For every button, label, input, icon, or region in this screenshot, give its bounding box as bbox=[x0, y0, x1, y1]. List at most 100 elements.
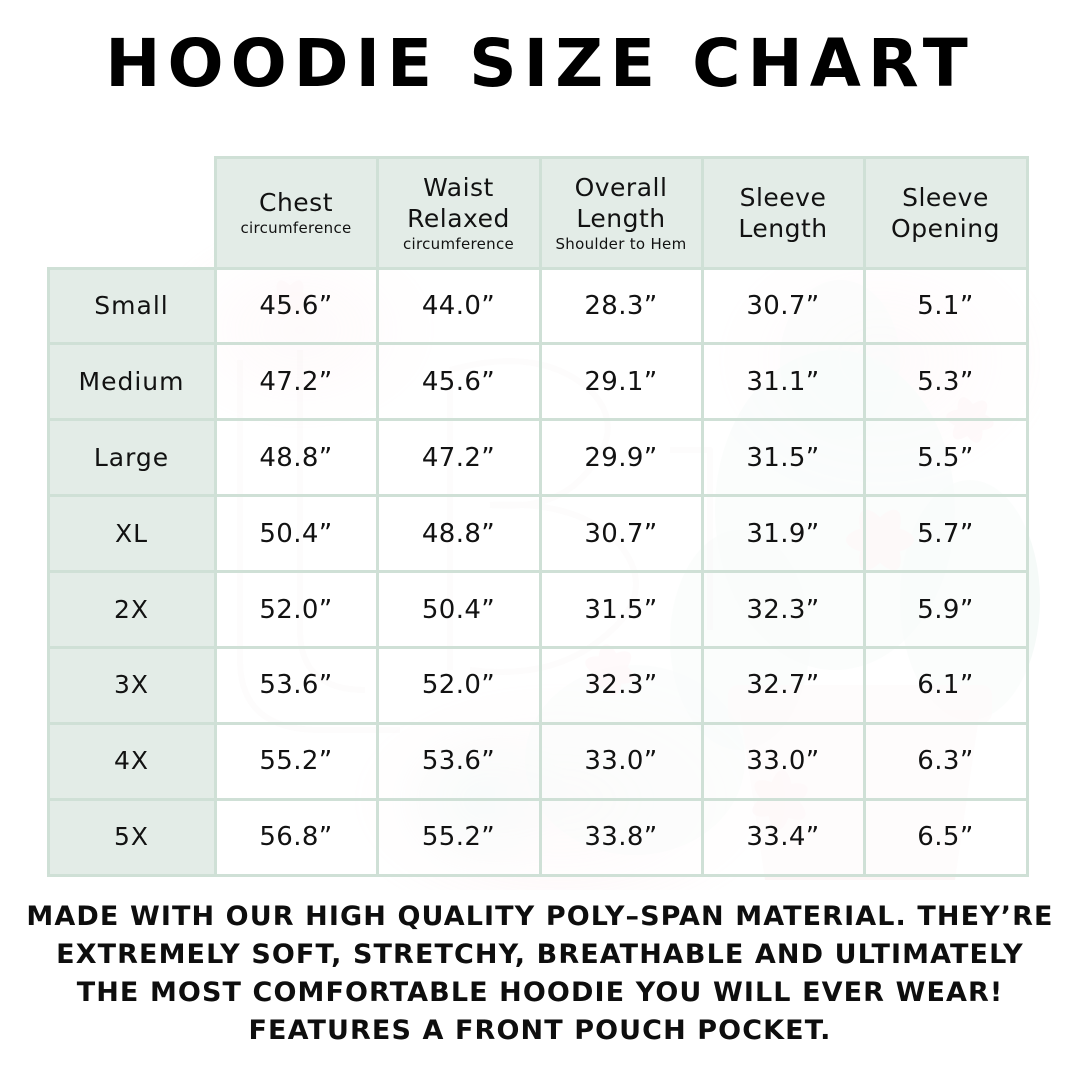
measurement-value: 6.5” bbox=[917, 822, 974, 853]
size-label: 3X bbox=[113, 670, 150, 700]
measurement-value: 47.2” bbox=[421, 442, 496, 473]
size-label: Large bbox=[93, 442, 170, 472]
table-cell: 6.3” bbox=[862, 721, 1029, 801]
table-cell: 29.9” bbox=[538, 418, 704, 498]
description-line: MADE WITH OUR HIGH QUALITY POLY–SPAN MAT… bbox=[26, 901, 1054, 932]
measurement-value: 50.4” bbox=[259, 518, 333, 549]
measurement-value: 44.0” bbox=[421, 290, 496, 321]
table-cell: 55.2” bbox=[213, 721, 379, 801]
row-header-size: 4X bbox=[46, 721, 217, 801]
table-cell: 6.1” bbox=[862, 645, 1029, 725]
row-header-size: Small bbox=[46, 266, 217, 346]
measurement-value: 28.3” bbox=[584, 290, 658, 321]
table-cell: 33.4” bbox=[700, 797, 866, 877]
column-header-main: Chest bbox=[258, 188, 333, 217]
table-cell: 31.1” bbox=[700, 342, 866, 422]
measurement-value: 33.4” bbox=[746, 822, 820, 853]
measurement-value: 55.2” bbox=[421, 822, 496, 853]
description-line: EXTREMELY SOFT, STRETCHY, BREATHABLE AND… bbox=[56, 939, 1024, 970]
table-cell: 47.2” bbox=[375, 418, 542, 498]
table-cell: 33.8” bbox=[538, 797, 704, 877]
column-header-main: Length bbox=[738, 213, 828, 243]
size-label: 4X bbox=[113, 746, 150, 776]
table-cell: 31.5” bbox=[538, 570, 704, 649]
table-cell: 52.0” bbox=[213, 570, 379, 649]
column-header-main: Length bbox=[576, 203, 666, 233]
measurement-value: 5.3” bbox=[917, 366, 974, 397]
size-label: Small bbox=[94, 290, 169, 320]
measurement-value: 31.1” bbox=[746, 366, 820, 397]
column-header-1: Chest circumference bbox=[213, 155, 379, 270]
description-line: FEATURES A FRONT POUCH POCKET. bbox=[248, 1015, 832, 1046]
measurement-value: 6.3” bbox=[917, 746, 974, 777]
table-cell: 53.6” bbox=[375, 721, 542, 801]
table-cell: 5.5” bbox=[862, 418, 1029, 498]
table-cell: 48.8” bbox=[213, 418, 379, 498]
table-cell: 44.0” bbox=[375, 266, 542, 346]
size-label: Medium bbox=[78, 366, 185, 396]
measurement-value: 31.5” bbox=[584, 594, 658, 625]
column-header-sub: circumference bbox=[240, 219, 352, 237]
table-cell: 50.4” bbox=[375, 570, 542, 649]
row-header-size: 5X bbox=[46, 797, 217, 877]
table-cell: 5.3” bbox=[862, 342, 1029, 422]
table-cell: 30.7” bbox=[700, 266, 866, 346]
table-cell: 45.6” bbox=[375, 342, 542, 422]
measurement-value: 33.0” bbox=[746, 746, 820, 777]
table-cell: 29.1” bbox=[538, 342, 704, 422]
measurement-value: 52.0” bbox=[421, 670, 496, 701]
table-cell: 32.7” bbox=[700, 645, 866, 725]
size-chart-table: Chest circumference Waist Relaxed circumfere… bbox=[46, 155, 1029, 877]
table-cell: 28.3” bbox=[538, 266, 704, 346]
description-line: THE MOST COMFORTABLE HOODIE YOU WILL EVE… bbox=[76, 977, 1004, 1008]
measurement-value: 45.6” bbox=[259, 290, 333, 321]
measurement-value: 53.6” bbox=[259, 670, 333, 701]
size-label: 5X bbox=[113, 822, 150, 852]
column-header-sub: Shoulder to Hem bbox=[555, 234, 687, 253]
measurement-value: 47.2” bbox=[259, 366, 333, 397]
page-title: HOODIE SIZE CHART bbox=[105, 25, 975, 102]
measurement-value: 45.6” bbox=[421, 366, 496, 397]
measurement-value: 52.0” bbox=[259, 594, 333, 625]
column-header-main: Opening bbox=[891, 213, 1000, 243]
table-cell: 33.0” bbox=[538, 721, 704, 801]
table-cell: 6.5” bbox=[862, 797, 1029, 877]
table-corner-blank bbox=[47, 156, 217, 270]
column-header-sub: circumference bbox=[402, 234, 515, 253]
measurement-value: 5.7” bbox=[917, 518, 974, 549]
table-cell: 50.4” bbox=[213, 494, 379, 574]
column-header-2: Waist Relaxed circumference bbox=[375, 155, 542, 270]
measurement-value: 56.8” bbox=[259, 822, 333, 853]
column-header-main: Waist bbox=[423, 172, 494, 202]
measurement-value: 31.9” bbox=[746, 518, 820, 549]
row-header-size: 3X bbox=[46, 645, 217, 725]
measurement-value: 53.6” bbox=[421, 746, 496, 777]
measurement-value: 5.5” bbox=[917, 442, 974, 473]
product-description: MADE WITH OUR HIGH QUALITY POLY–SPAN MAT… bbox=[0, 898, 1080, 1050]
column-header-main: Sleeve bbox=[739, 182, 827, 212]
table-cell: 31.5” bbox=[700, 418, 866, 498]
size-label: 2X bbox=[113, 594, 150, 624]
measurement-value: 55.2” bbox=[259, 746, 333, 777]
table-cell: 30.7” bbox=[538, 494, 704, 574]
measurement-value: 5.1” bbox=[917, 290, 974, 321]
table-cell: 47.2” bbox=[213, 342, 379, 422]
table-cell: 5.7” bbox=[862, 494, 1029, 574]
column-header-5: Sleeve Opening bbox=[862, 155, 1029, 270]
column-header-main: Relaxed bbox=[407, 203, 510, 233]
column-header-main: Sleeve bbox=[902, 182, 989, 212]
measurement-value: 33.0” bbox=[584, 746, 658, 777]
measurement-value: 33.8” bbox=[584, 822, 658, 853]
measurement-value: 48.8” bbox=[259, 442, 333, 473]
table-cell: 5.1” bbox=[862, 266, 1029, 346]
measurement-value: 29.1” bbox=[584, 366, 658, 397]
measurement-value: 6.1” bbox=[917, 670, 974, 701]
table-cell: 56.8” bbox=[213, 797, 379, 877]
measurement-value: 32.3” bbox=[746, 594, 820, 625]
table-cell: 45.6” bbox=[213, 266, 379, 346]
row-header-size: Medium bbox=[46, 342, 217, 422]
table-cell: 52.0” bbox=[375, 645, 542, 725]
row-header-size: Large bbox=[46, 418, 217, 498]
measurement-value: 30.7” bbox=[584, 518, 658, 549]
table-cell: 48.8” bbox=[375, 494, 542, 574]
